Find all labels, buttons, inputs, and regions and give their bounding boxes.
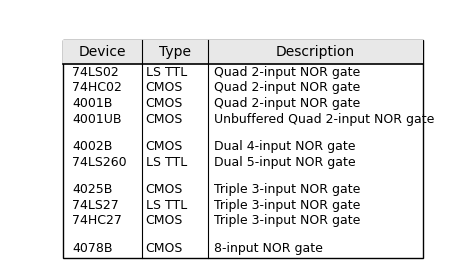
- Text: 74LS260: 74LS260: [72, 156, 127, 169]
- Text: 4001B: 4001B: [72, 97, 112, 110]
- Text: Description: Description: [276, 45, 355, 59]
- Text: 4001UB: 4001UB: [72, 113, 122, 126]
- Text: CMOS: CMOS: [146, 113, 183, 126]
- Text: Quad 2-input NOR gate: Quad 2-input NOR gate: [213, 81, 360, 94]
- Text: Unbuffered Quad 2-input NOR gate: Unbuffered Quad 2-input NOR gate: [213, 113, 434, 126]
- Text: CMOS: CMOS: [146, 214, 183, 227]
- Text: 74LS02: 74LS02: [72, 66, 119, 79]
- Text: Quad 2-input NOR gate: Quad 2-input NOR gate: [213, 97, 360, 110]
- Text: 8-input NOR gate: 8-input NOR gate: [213, 242, 322, 255]
- Text: Quad 2-input NOR gate: Quad 2-input NOR gate: [213, 66, 360, 79]
- Text: 4025B: 4025B: [72, 183, 112, 196]
- Text: 4078B: 4078B: [72, 242, 113, 255]
- Text: Dual 4-input NOR gate: Dual 4-input NOR gate: [213, 140, 355, 153]
- Text: Triple 3-input NOR gate: Triple 3-input NOR gate: [213, 214, 360, 227]
- Text: CMOS: CMOS: [146, 140, 183, 153]
- Text: Device: Device: [79, 45, 126, 59]
- Text: 4002B: 4002B: [72, 140, 112, 153]
- Text: Triple 3-input NOR gate: Triple 3-input NOR gate: [213, 183, 360, 196]
- Text: 74LS27: 74LS27: [72, 199, 119, 212]
- Bar: [63, 40, 423, 64]
- Text: CMOS: CMOS: [146, 242, 183, 255]
- Text: CMOS: CMOS: [146, 97, 183, 110]
- Text: Triple 3-input NOR gate: Triple 3-input NOR gate: [213, 199, 360, 212]
- Text: 74HC27: 74HC27: [72, 214, 122, 227]
- Text: CMOS: CMOS: [146, 183, 183, 196]
- Text: CMOS: CMOS: [146, 81, 183, 94]
- Text: LS TTL: LS TTL: [146, 156, 187, 169]
- Text: Type: Type: [159, 45, 191, 59]
- Text: LS TTL: LS TTL: [146, 66, 187, 79]
- Text: LS TTL: LS TTL: [146, 199, 187, 212]
- Text: 74HC02: 74HC02: [72, 81, 122, 94]
- Text: Dual 5-input NOR gate: Dual 5-input NOR gate: [213, 156, 355, 169]
